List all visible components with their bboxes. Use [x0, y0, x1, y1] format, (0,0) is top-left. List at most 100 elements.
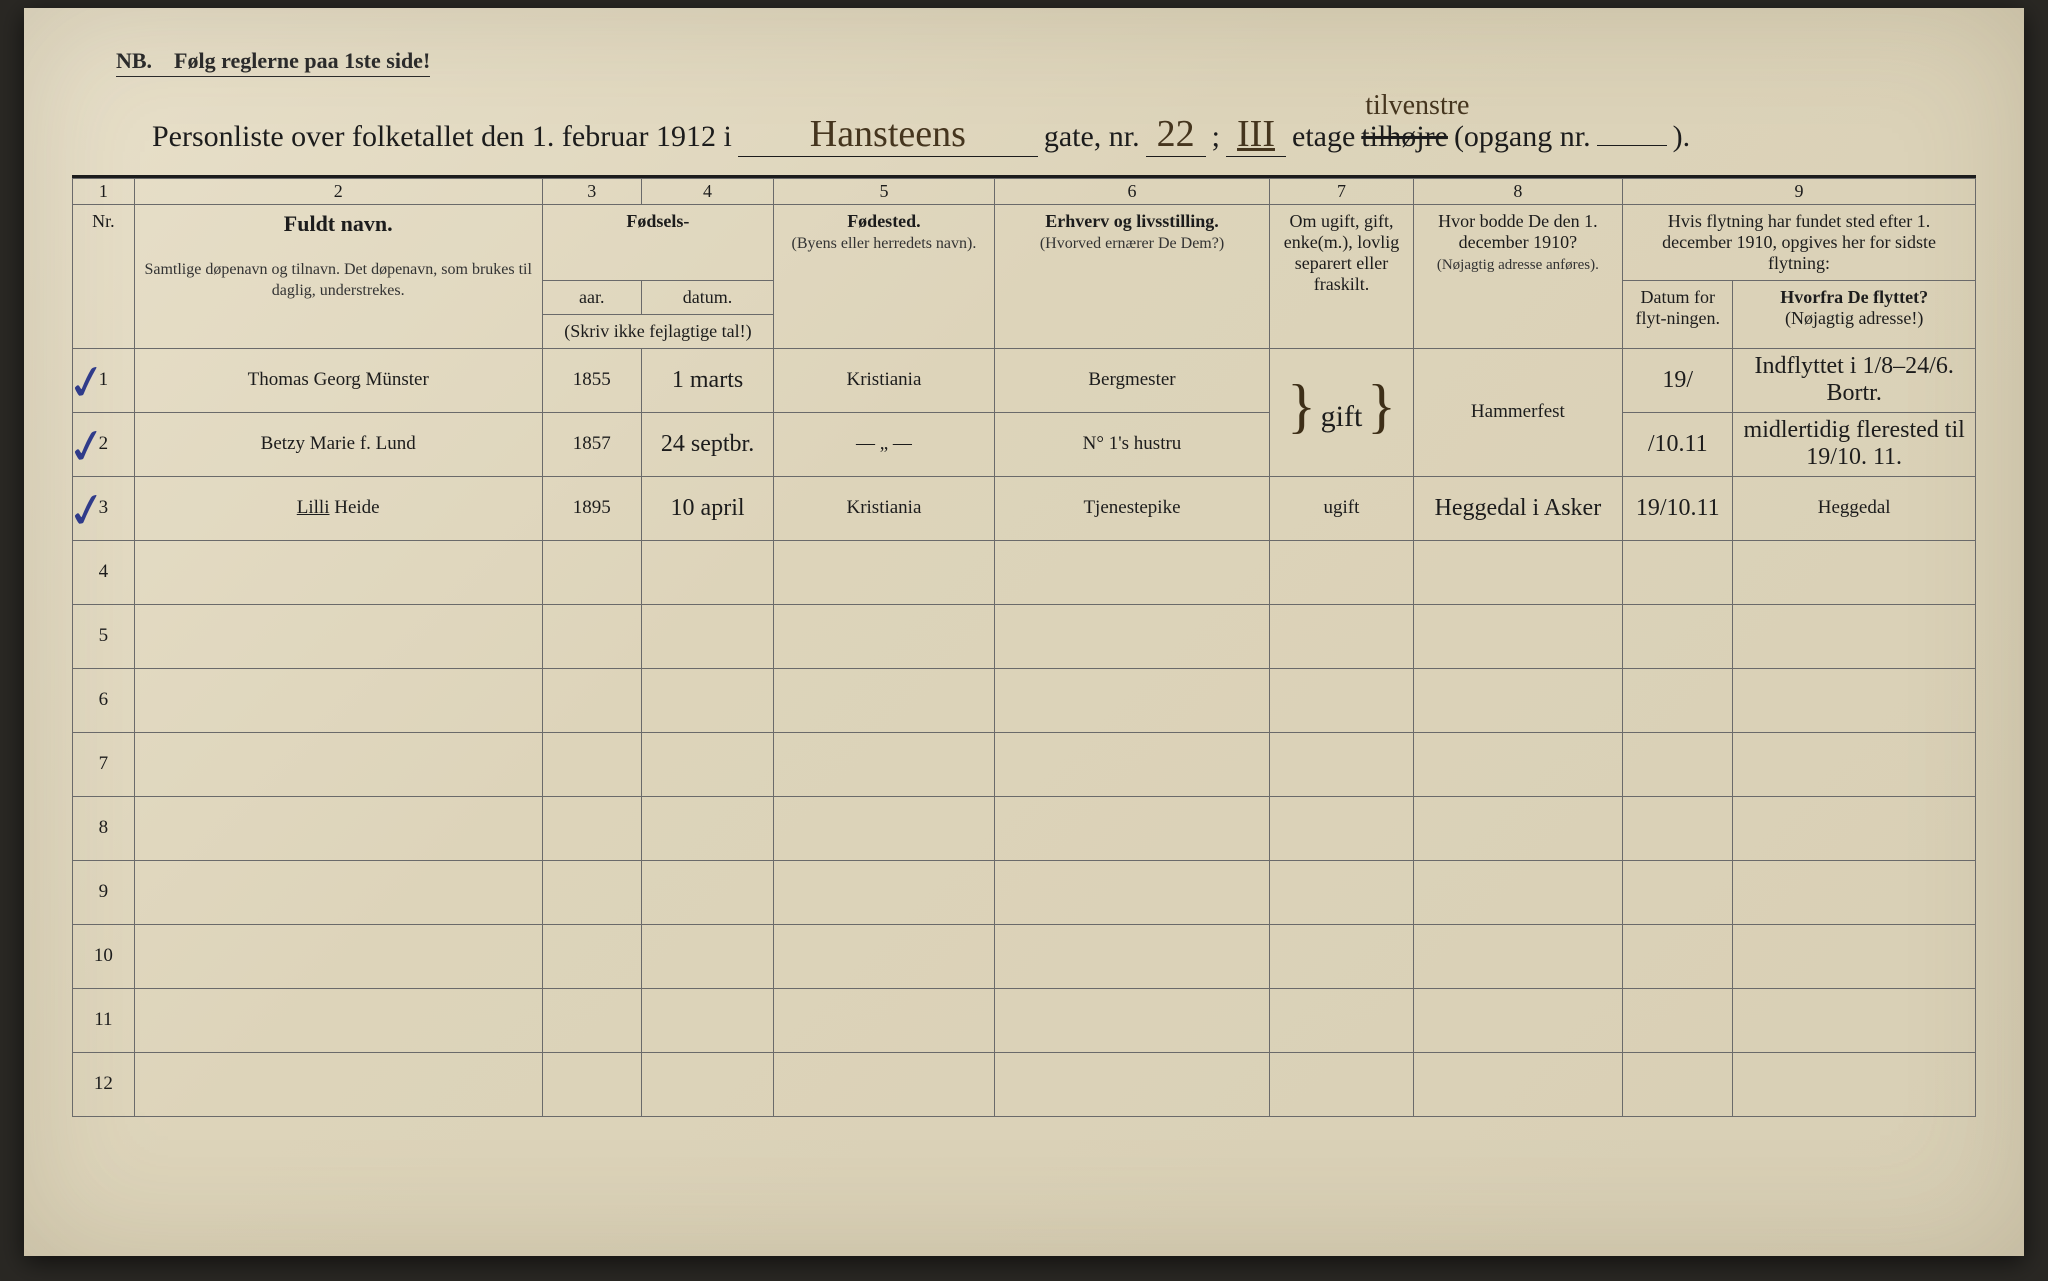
- row-occ: Tjenestepike: [994, 476, 1270, 540]
- hdr-addr1910-main: Hvor bodde De den 1. december 1910?: [1438, 211, 1597, 252]
- etage-label: etage: [1292, 120, 1355, 154]
- table-row: ✓3 Lilli Heide 1895 10 april Kristiania …: [73, 476, 1976, 540]
- row-name: Lilli Heide: [134, 476, 542, 540]
- hdr-occ-main: Erhverv og livsstilling.: [1045, 211, 1219, 231]
- row-occ: N° 1's hustru: [994, 412, 1270, 476]
- title-printed-a: Personliste over folketallet den 1. febr…: [152, 120, 732, 154]
- hdr-nr: Nr.: [73, 204, 135, 348]
- nb-instruction: NB. Følg reglerne paa 1ste side!: [116, 48, 430, 77]
- colnum-8: 8: [1413, 178, 1622, 204]
- row-addr1910-brace: Hammerfest: [1413, 348, 1622, 476]
- row-movedate: 19/: [1623, 348, 1733, 412]
- table-row: ✓2 Betzy Marie f. Lund 1857 24 septbr. —…: [73, 412, 1976, 476]
- table-row: 7: [73, 732, 1976, 796]
- row-place: Kristiania: [774, 476, 995, 540]
- title-close: ).: [1673, 120, 1691, 154]
- table-row: 6: [73, 668, 1976, 732]
- opgang-nr: [1597, 113, 1667, 146]
- colnum-5: 5: [774, 178, 995, 204]
- row-movedate: /10.11: [1623, 412, 1733, 476]
- table-row: ✓1 Thomas Georg Münster 1855 1 marts Kri…: [73, 348, 1976, 412]
- gate-label: gate, nr.: [1044, 120, 1140, 154]
- name-underlined: Lilli: [297, 497, 330, 518]
- hdr-addr1910-sub: (Nøjagtig adresse anføres).: [1437, 257, 1599, 273]
- check-mark: ✓: [62, 352, 111, 414]
- table-row: 12: [73, 1052, 1976, 1116]
- row-nr: 4: [73, 540, 135, 604]
- row-nr: ✓1: [73, 348, 135, 412]
- check-mark: ✓: [62, 480, 111, 542]
- hdr-birthplace-sub: (Byens eller herredets navn).: [792, 235, 977, 252]
- row-nr: 12: [73, 1052, 135, 1116]
- check-mark: ✓: [62, 416, 111, 478]
- row-marital: ugift: [1270, 476, 1413, 540]
- side-correction-hw: tilvenstre: [1365, 90, 1469, 122]
- row-nr: 8: [73, 796, 135, 860]
- brace-right: }: [1367, 373, 1396, 439]
- row-year: 1857: [542, 412, 641, 476]
- hdr-birth-label: Fødsels-: [626, 211, 689, 231]
- opgang-label: (opgang nr.: [1454, 120, 1591, 154]
- row-place: Kristiania: [774, 348, 995, 412]
- hdr-birth-group: Fødsels-: [542, 204, 774, 280]
- row-nr: ✓3: [73, 476, 135, 540]
- table-row: 8: [73, 796, 1976, 860]
- row-date: 24 septbr.: [641, 412, 773, 476]
- row-date: 10 april: [641, 476, 773, 540]
- name-rest: Heide: [334, 497, 379, 518]
- hdr-move-date: Datum for flyt-ningen.: [1623, 280, 1733, 348]
- header-row-1: Nr. Fuldt navn. Samtlige døpenavn og til…: [73, 204, 1976, 280]
- hdr-move-group: Hvis flytning har fundet sted efter 1. d…: [1623, 204, 1976, 280]
- row-name: Thomas Georg Münster: [134, 348, 542, 412]
- hdr-birth-year: aar.: [542, 280, 641, 314]
- hdr-birthplace-main: Fødested.: [847, 211, 921, 231]
- row-place: — „ —: [774, 412, 995, 476]
- etage-hw: III: [1226, 115, 1286, 157]
- hdr-addr1910: Hvor bodde De den 1. december 1910? (Nøj…: [1413, 204, 1622, 348]
- census-body: ✓1 Thomas Georg Münster 1855 1 marts Kri…: [73, 348, 1976, 1116]
- row-date: 1 marts: [641, 348, 773, 412]
- street-name-hw: Hansteens: [738, 115, 1038, 157]
- colnum-row: 1 2 3 4 5 6 7 8 9: [73, 178, 1976, 204]
- row-movefrom: midlertidig flerested til 19/10. 11.: [1733, 412, 1976, 476]
- row-movedate: 19/10.11: [1623, 476, 1733, 540]
- gate-nr-hw: 22: [1146, 115, 1206, 157]
- sep: ;: [1212, 120, 1220, 154]
- census-form-page: NB. Følg reglerne paa 1ste side! Personl…: [24, 8, 2024, 1256]
- hdr-name: Fuldt navn. Samtlige døpenavn og tilnavn…: [134, 204, 542, 348]
- colnum-1: 1: [73, 178, 135, 204]
- hdr-birthplace: Fødested. (Byens eller herredets navn).: [774, 204, 995, 348]
- colnum-9: 9: [1623, 178, 1976, 204]
- hdr-move-from: Hvorfra De flyttet? (Nøjagtig adresse!): [1733, 280, 1976, 348]
- table-row: 9: [73, 860, 1976, 924]
- hdr-birth-date: datum.: [641, 280, 773, 314]
- table-row: 4: [73, 540, 1976, 604]
- row-nr: 6: [73, 668, 135, 732]
- hdr-occupation: Erhverv og livsstilling. (Hvorved ernære…: [994, 204, 1270, 348]
- row-nr: 11: [73, 988, 135, 1052]
- row-nr: 5: [73, 604, 135, 668]
- colnum-7: 7: [1270, 178, 1413, 204]
- hdr-move-from-main: Hvorfra De flyttet?: [1780, 287, 1928, 307]
- row-marital-brace: } gift }: [1270, 348, 1413, 476]
- hdr-occ-sub: (Hvorved ernærer De Dem?): [1040, 235, 1224, 252]
- row-movefrom: Indflyttet i 1/8–24/6. Bortr.: [1733, 348, 1976, 412]
- row-nr: 10: [73, 924, 135, 988]
- row-nr: 9: [73, 860, 135, 924]
- row-movefrom: Heggedal: [1733, 476, 1976, 540]
- row-nr: 7: [73, 732, 135, 796]
- form-title-row: Personliste over folketallet den 1. febr…: [152, 113, 1976, 157]
- row-year: 1855: [542, 348, 641, 412]
- hdr-name-main: Fuldt navn.: [284, 211, 393, 236]
- hdr-name-sub: Samtlige døpenavn og tilnavn. Det døpena…: [144, 261, 532, 299]
- hdr-marital: Om ugift, gift, enke(m.), lovlig separer…: [1270, 204, 1413, 348]
- row-name: Betzy Marie f. Lund: [134, 412, 542, 476]
- brace-left: }: [1287, 373, 1316, 439]
- hdr-birth-note: (Skriv ikke fejlagtige tal!): [542, 314, 774, 348]
- table-row: 5: [73, 604, 1976, 668]
- colnum-2: 2: [134, 178, 542, 204]
- census-table: 1 2 3 4 5 6 7 8 9 Nr. Fuldt navn. Samtli…: [72, 178, 1976, 1117]
- table-row: 11: [73, 988, 1976, 1052]
- colnum-4: 4: [641, 178, 773, 204]
- row-addr1910: Heggedal i Asker: [1413, 476, 1622, 540]
